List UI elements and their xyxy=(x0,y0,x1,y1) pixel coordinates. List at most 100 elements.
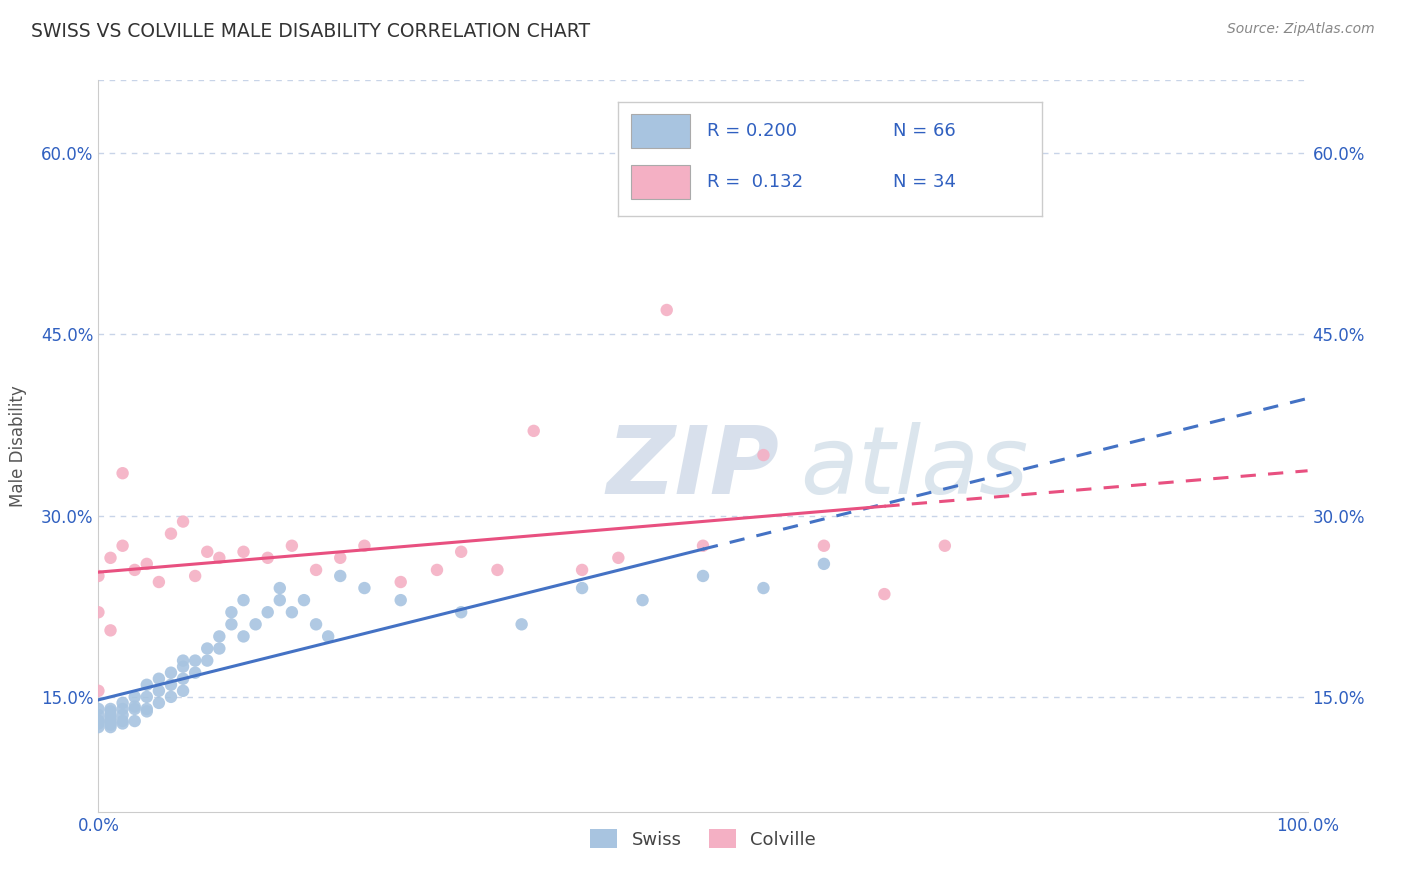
Y-axis label: Male Disability: Male Disability xyxy=(10,385,27,507)
Point xyxy=(172,515,194,529)
Point xyxy=(510,617,533,632)
Point xyxy=(124,563,146,577)
Point xyxy=(813,539,835,553)
Point xyxy=(135,678,157,692)
Point xyxy=(752,581,775,595)
Point xyxy=(208,641,231,656)
Point xyxy=(172,683,194,698)
Point xyxy=(281,539,304,553)
Point xyxy=(873,587,896,601)
Point xyxy=(135,690,157,704)
Point xyxy=(148,574,170,589)
Point xyxy=(124,714,146,728)
Point xyxy=(111,714,134,728)
Text: SWISS VS COLVILLE MALE DISABILITY CORRELATION CHART: SWISS VS COLVILLE MALE DISABILITY CORREL… xyxy=(31,22,591,41)
Point xyxy=(87,720,110,734)
Point xyxy=(100,708,122,723)
Point xyxy=(160,678,183,692)
Point xyxy=(111,708,134,723)
Point xyxy=(269,581,291,595)
Point xyxy=(389,593,412,607)
Point xyxy=(450,545,472,559)
Point xyxy=(87,605,110,619)
Point xyxy=(148,683,170,698)
Point xyxy=(934,539,956,553)
Legend: Swiss, Colville: Swiss, Colville xyxy=(581,820,825,857)
Point xyxy=(100,712,122,726)
Point xyxy=(172,654,194,668)
Point xyxy=(221,617,243,632)
Point xyxy=(752,448,775,462)
Point xyxy=(329,569,352,583)
Point xyxy=(813,557,835,571)
Point xyxy=(172,659,194,673)
Point xyxy=(195,654,218,668)
Point xyxy=(571,563,593,577)
Point xyxy=(100,705,122,719)
Point xyxy=(160,665,183,680)
Point xyxy=(316,629,339,643)
Point xyxy=(184,654,207,668)
Point xyxy=(692,539,714,553)
Point xyxy=(655,303,678,318)
Point xyxy=(269,593,291,607)
Point xyxy=(100,714,122,728)
Point xyxy=(87,683,110,698)
Point xyxy=(87,716,110,731)
Point xyxy=(486,563,509,577)
Point xyxy=(100,710,122,724)
Point xyxy=(256,550,278,565)
Point xyxy=(87,702,110,716)
Point xyxy=(208,629,231,643)
Point xyxy=(148,672,170,686)
Point xyxy=(208,550,231,565)
Point xyxy=(148,696,170,710)
Point xyxy=(124,690,146,704)
Point xyxy=(100,624,122,638)
Point xyxy=(607,550,630,565)
Point xyxy=(281,605,304,619)
Point xyxy=(245,617,267,632)
Point xyxy=(111,716,134,731)
Point xyxy=(631,593,654,607)
Point xyxy=(256,605,278,619)
Point xyxy=(160,526,183,541)
Point xyxy=(87,569,110,583)
Point xyxy=(111,696,134,710)
Point xyxy=(329,550,352,565)
Text: atlas: atlas xyxy=(800,423,1028,514)
Point xyxy=(305,563,328,577)
Point xyxy=(111,702,134,716)
Point xyxy=(124,699,146,714)
Point xyxy=(389,574,412,589)
Point xyxy=(135,705,157,719)
Point xyxy=(232,629,254,643)
Point xyxy=(221,605,243,619)
Point xyxy=(232,545,254,559)
Point xyxy=(100,717,122,731)
Point xyxy=(450,605,472,619)
Point xyxy=(305,617,328,632)
Point xyxy=(571,581,593,595)
Point xyxy=(100,716,122,731)
Point xyxy=(100,702,122,716)
Point xyxy=(195,545,218,559)
Point xyxy=(111,539,134,553)
Point xyxy=(87,714,110,728)
Point xyxy=(124,702,146,716)
Point xyxy=(87,714,110,728)
Point xyxy=(135,702,157,716)
Point xyxy=(100,720,122,734)
Point xyxy=(111,466,134,480)
Point xyxy=(353,539,375,553)
Point xyxy=(135,557,157,571)
Point xyxy=(195,641,218,656)
Point xyxy=(87,708,110,723)
Text: Source: ZipAtlas.com: Source: ZipAtlas.com xyxy=(1227,22,1375,37)
Point xyxy=(232,593,254,607)
Point xyxy=(523,424,546,438)
Point xyxy=(184,569,207,583)
Text: ZIP: ZIP xyxy=(606,422,779,514)
Point xyxy=(172,672,194,686)
Point xyxy=(100,550,122,565)
